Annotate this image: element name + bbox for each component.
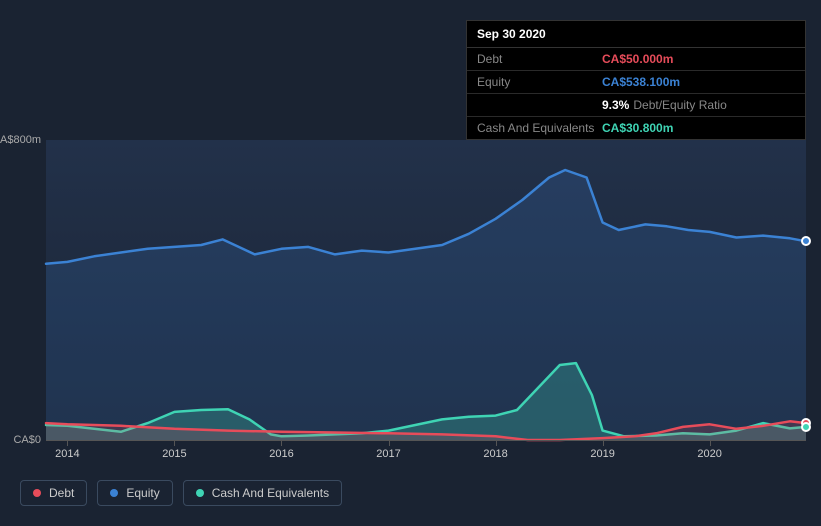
x-axis-label: 2014: [55, 448, 79, 460]
legend-dot-icon: [196, 489, 204, 497]
x-tick: [174, 440, 175, 446]
y-axis-label: CA$800m: [0, 134, 41, 146]
tooltip-row-label: Debt: [477, 52, 602, 66]
x-tick: [710, 440, 711, 446]
legend-label: Debt: [49, 486, 74, 500]
x-axis-label: 2015: [162, 448, 186, 460]
tooltip-row-label: [477, 98, 602, 112]
x-tick: [496, 440, 497, 446]
legend-dot-icon: [110, 489, 118, 497]
x-axis-line: [46, 440, 806, 441]
tooltip-row-sub: Debt/Equity Ratio: [633, 98, 726, 112]
x-axis-label: 2020: [697, 448, 721, 460]
financial-chart: Sep 30 2020 DebtCA$50.000mEquityCA$538.1…: [0, 0, 821, 526]
tooltip-row: 9.3%Debt/Equity Ratio: [467, 94, 805, 117]
legend-item[interactable]: Debt: [20, 480, 87, 506]
x-tick: [281, 440, 282, 446]
x-tick: [603, 440, 604, 446]
series-end-marker: [801, 236, 811, 246]
legend-label: Equity: [126, 486, 159, 500]
tooltip-row-value: CA$50.000m: [602, 52, 673, 66]
x-axis-label: 2017: [376, 448, 400, 460]
legend-label: Cash And Equivalents: [212, 486, 329, 500]
tooltip-row: DebtCA$50.000m: [467, 48, 805, 71]
y-axis-label: CA$0: [13, 434, 41, 446]
tooltip-row-value: 9.3%Debt/Equity Ratio: [602, 98, 727, 112]
x-tick: [389, 440, 390, 446]
chart-legend: Debt Equity Cash And Equivalents: [20, 480, 342, 506]
x-axis-label: 2016: [269, 448, 293, 460]
tooltip-row: EquityCA$538.100m: [467, 71, 805, 94]
tooltip-row-value: CA$538.100m: [602, 75, 680, 89]
chart-tooltip: Sep 30 2020 DebtCA$50.000mEquityCA$538.1…: [466, 20, 806, 140]
series-end-marker: [801, 422, 811, 432]
x-tick: [67, 440, 68, 446]
plot-area[interactable]: [46, 140, 806, 440]
legend-item[interactable]: Equity: [97, 480, 172, 506]
legend-item[interactable]: Cash And Equivalents: [183, 480, 342, 506]
x-axis-label: 2019: [590, 448, 614, 460]
series-area: [46, 170, 806, 440]
tooltip-row-label: Equity: [477, 75, 602, 89]
x-axis-label: 2018: [483, 448, 507, 460]
tooltip-row-label: Cash And Equivalents: [477, 121, 602, 135]
legend-dot-icon: [33, 489, 41, 497]
tooltip-row: Cash And EquivalentsCA$30.800m: [467, 117, 805, 139]
chart-svg: [46, 140, 806, 440]
tooltip-row-value: CA$30.800m: [602, 121, 673, 135]
tooltip-date: Sep 30 2020: [467, 21, 805, 48]
